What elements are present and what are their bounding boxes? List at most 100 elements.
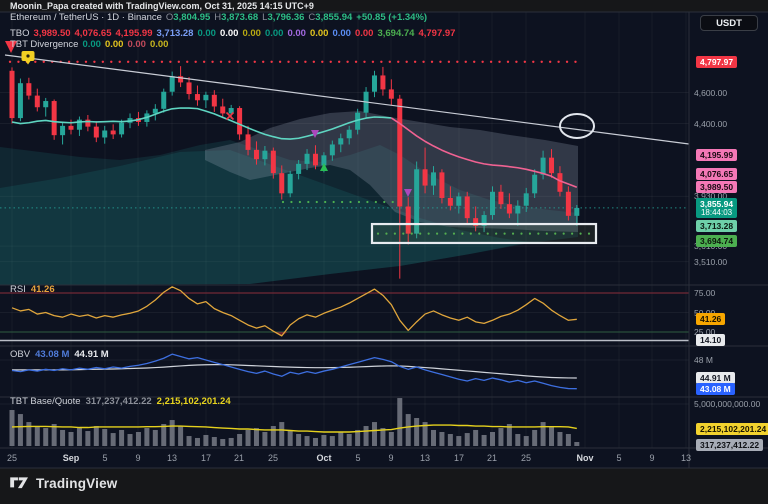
volume-bar (321, 434, 327, 446)
volume-ma-line (11, 424, 577, 433)
time-axis-label: 25 (6, 453, 18, 463)
obv-pane-label[interactable]: OBV 43.08 M 44.91 M (10, 349, 114, 360)
indicator-name: TBT Base/Quote (10, 396, 81, 407)
tbo-cloud-outer (0, 140, 578, 285)
tbt-pane-label[interactable]: TBT Base/Quote 317,237,412.22 2,215,102,20… (10, 396, 236, 407)
symbol-legend[interactable]: Ethereum / TetherUS · 1D · Binance O3,804… (10, 12, 431, 23)
indicator-value: 317,237,412.22 (85, 396, 152, 407)
volume-bar (456, 436, 462, 446)
axis-label: 4,400.00 (694, 118, 728, 129)
volume-bar (312, 437, 318, 446)
volume-bar (127, 434, 133, 446)
candle-body (380, 75, 386, 90)
volume-bar (102, 429, 108, 446)
highlight-rectangle (370, 222, 598, 245)
volume-bar (34, 426, 40, 446)
candle-body (329, 144, 335, 156)
volume-bar (245, 429, 251, 446)
ohlc-value: 3,855.94 (315, 11, 353, 23)
obv-ma-line (12, 364, 577, 379)
ellipse-annotation (559, 113, 595, 139)
volume-bar (515, 434, 521, 446)
candle-body (51, 101, 57, 136)
volume-bar (110, 433, 116, 446)
ohlc-key: C (308, 11, 316, 23)
volume-bar (431, 429, 436, 446)
tbo-value: 0.00 (287, 27, 306, 39)
volume-bar (220, 439, 226, 446)
volume-bar (498, 428, 504, 446)
tbo-value: 0.00 (219, 27, 239, 39)
time-axis-label: 5 (616, 453, 622, 463)
candle-body (102, 130, 108, 138)
candle-body (464, 196, 470, 219)
volume-bar (43, 428, 49, 446)
candle-body (304, 153, 310, 164)
ohlc-key: O (165, 11, 174, 23)
axis-label: 3,510.00 (694, 256, 728, 267)
ohlc-key: H (214, 11, 222, 23)
price-label-pin-dot (26, 54, 30, 58)
price-badge: 4,797.97 (696, 55, 738, 68)
countdown-timer: 18:44:03 (700, 207, 733, 217)
tbt-divergence-legend[interactable]: TBT Divergence 0.00 0.00 0.00 0.00 (10, 39, 172, 50)
candle-body (447, 197, 453, 206)
time-axis-label: Oct (316, 453, 332, 463)
tbo-value: 4,797.97 (418, 27, 456, 39)
indicator-name: OBV (10, 349, 31, 360)
candle-body (549, 157, 555, 174)
ohlc-value: 3,873.68 (221, 11, 259, 23)
candle-body (439, 172, 445, 198)
candle-body (338, 138, 344, 145)
volume-bar (51, 423, 57, 446)
candle-body (405, 206, 411, 234)
volume-bar (473, 429, 479, 446)
candle-body (414, 169, 420, 234)
volume-bar (9, 410, 15, 446)
divergence-value: 0.00 (82, 38, 101, 50)
indicator-value: 44.91 M (74, 349, 109, 360)
volume-bar (540, 422, 546, 446)
candle-body (565, 191, 571, 216)
time-axis-label: 9 (135, 453, 141, 463)
volume-bar (178, 426, 184, 446)
volume-bar (490, 431, 496, 446)
volume-bar (439, 431, 445, 446)
volume-bar (93, 426, 99, 446)
volume-bar (135, 431, 141, 446)
rsi-line (11, 286, 577, 337)
volume-bar (447, 434, 453, 446)
tradingview-logo[interactable]: TradingView (10, 475, 117, 492)
candle-body (34, 95, 40, 108)
time-axis[interactable]: 25 Sep 5 9 13 17 21 25 Oct 5 9 13 17 21 25 Nov 5 9 13 (0, 448, 768, 468)
volume-bar (481, 434, 487, 446)
x-marker-icon (225, 111, 235, 121)
rsi-pane-label[interactable]: RSI 41.26 (10, 284, 60, 295)
candle-body (237, 108, 243, 135)
indicator-value: 2,215,102,201.24 (156, 396, 231, 407)
currency-toggle-button[interactable]: USDT (700, 15, 758, 31)
volume-bar (60, 429, 66, 446)
volume-bar (363, 426, 369, 446)
candle-body (371, 75, 377, 92)
time-axis-label: Sep (62, 453, 80, 463)
candle-body (76, 119, 82, 130)
tbo-indicator-legend[interactable]: TBO 3,989.50 4,076.65 4,195.99 3,713.28 0.00 0… (10, 28, 459, 39)
volume-bar (68, 431, 74, 446)
tbo-value: 4,076.65 (74, 27, 112, 39)
axis-label: 75.00 (694, 288, 716, 299)
axis-label: 48 M (694, 354, 713, 365)
indicator-value: 43.08 M (35, 349, 70, 360)
volume-bar (565, 434, 571, 446)
change-value: +50.85 (+1.34%) (356, 11, 428, 23)
axis-label: 3,930.00 (694, 191, 728, 202)
candle-body (523, 193, 529, 206)
volume-bar (388, 431, 394, 446)
candle-body (194, 94, 200, 101)
tradingview-logo-icon (10, 477, 28, 489)
time-axis-label: 5 (102, 453, 108, 463)
time-axis-label: 9 (388, 453, 394, 463)
volume-bar (355, 429, 361, 446)
